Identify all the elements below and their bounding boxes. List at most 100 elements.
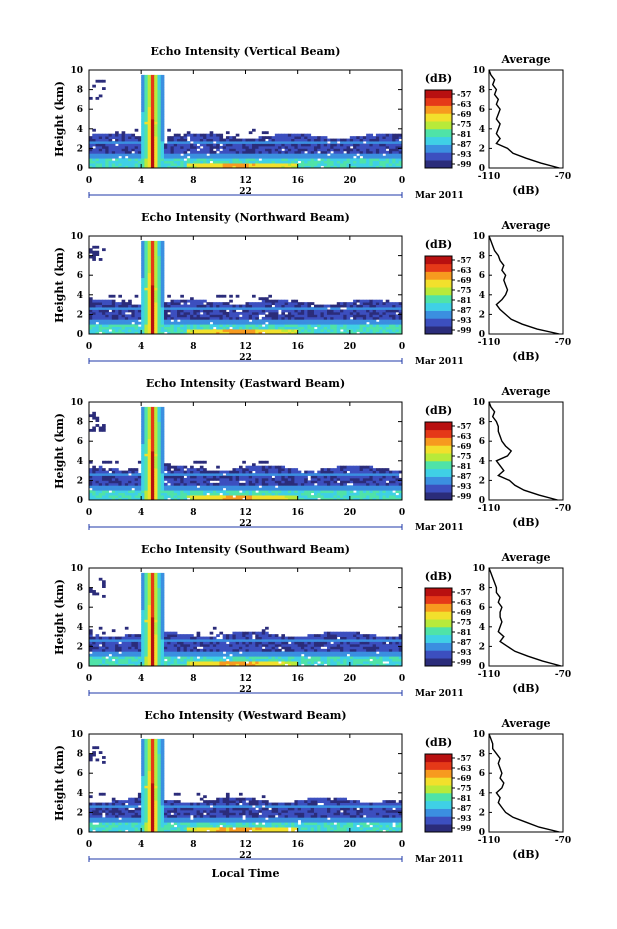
- heatmap-cell: [160, 448, 165, 452]
- heatmap-cell: [141, 299, 145, 303]
- heatmap-cell: [327, 473, 331, 476]
- heatmap-cell: [147, 572, 152, 576]
- heatmap-cell: [340, 470, 344, 474]
- heatmap-cell: [330, 497, 334, 501]
- heatmap-cell: [323, 153, 328, 157]
- heatmap-cell: [304, 143, 308, 147]
- heatmap-cell: [206, 326, 211, 330]
- heatmap-cell: [196, 321, 201, 325]
- heatmap-cell: [398, 141, 403, 144]
- heatmap-cell: [219, 482, 224, 486]
- heatmap-cell: [128, 656, 132, 660]
- heatmap-cell: [141, 446, 145, 449]
- heatmap-cell: [297, 148, 302, 152]
- heatmap-cell: [141, 497, 145, 501]
- heatmap-cell: [307, 138, 312, 142]
- heatmap-cell: [144, 575, 149, 579]
- heatmap-cell: [170, 304, 175, 308]
- heatmap-cell: [102, 648, 106, 652]
- heatmap-cell: [209, 138, 214, 142]
- heatmap-cell: [163, 473, 168, 476]
- heatmap-cell: [209, 309, 214, 313]
- heatmap-cell: [392, 495, 396, 498]
- heatmap-cell: [359, 145, 364, 149]
- heatmap-cell: [304, 490, 308, 494]
- heatmap-cell: [392, 331, 396, 335]
- heatmap-cell: [395, 490, 400, 494]
- heatmap-cell: [157, 663, 162, 667]
- heatmap-cell: [115, 487, 119, 491]
- heatmap-cell: [128, 316, 132, 320]
- heatmap-cell: [385, 150, 390, 154]
- heatmap-cell: [95, 158, 100, 162]
- heatmap-cell: [141, 475, 145, 479]
- heatmap-cell: [115, 136, 119, 139]
- heatmap-cell: [313, 497, 318, 501]
- heatmap-cell: [134, 468, 139, 471]
- heatmap-cell: [313, 319, 318, 323]
- heatmap-cell: [160, 84, 165, 88]
- heatmap-cell: [287, 321, 292, 325]
- x-tick-label: 16: [291, 508, 304, 518]
- heatmap-cell: [212, 319, 217, 323]
- heatmap-cell: [147, 663, 152, 667]
- heatmap-cell: [203, 492, 207, 496]
- heatmap-cell: [274, 495, 279, 498]
- heatmap-cell: [98, 141, 103, 144]
- heatmap-cell: [209, 304, 214, 308]
- heatmap-cell: [203, 160, 207, 164]
- heatmap-cell: [128, 485, 132, 489]
- heatmap-cell: [245, 326, 250, 330]
- heatmap-cell: [232, 470, 237, 474]
- heatmap-cell: [336, 165, 341, 169]
- heatmap-cell: [307, 163, 312, 166]
- heatmap-cell: [102, 651, 106, 655]
- heatmap-cell: [170, 465, 175, 469]
- heatmap-cell: [274, 331, 279, 335]
- heatmap-cell: [141, 626, 145, 630]
- heatmap-cell: [196, 477, 201, 481]
- heatmap-cell: [160, 155, 165, 159]
- heatmap-cell: [336, 475, 341, 479]
- heatmap-cell: [183, 136, 188, 139]
- heatmap-cell: [92, 160, 96, 164]
- heatmap-cell: [167, 165, 171, 169]
- heatmap-cell: [362, 485, 367, 489]
- heatmap-cell: [167, 158, 171, 162]
- heatmap-cell: [170, 307, 175, 310]
- heatmap-cell: [147, 255, 152, 259]
- y-tick-label: 8: [77, 86, 83, 96]
- heatmap-cell: [333, 331, 338, 335]
- heatmap-cell: [252, 321, 256, 325]
- heatmap-cell: [150, 626, 155, 630]
- heatmap-cell: [170, 480, 175, 484]
- heatmap-cell: [274, 299, 279, 303]
- heatmap-cell: [160, 428, 165, 432]
- heatmap-cell: [265, 482, 269, 486]
- heatmap-cell: [115, 643, 119, 647]
- heatmap-cell: [271, 145, 276, 149]
- heatmap-cell: [157, 302, 162, 305]
- colorbar-segment: [425, 429, 452, 438]
- heatmap-cell: [395, 321, 400, 325]
- heatmap-cell: [268, 160, 272, 164]
- heatmap-cell: [238, 497, 243, 501]
- heatmap-cell: [307, 302, 312, 305]
- heatmap-cell: [252, 304, 256, 308]
- heatmap-cell: [134, 314, 139, 318]
- heatmap-cell: [248, 165, 253, 169]
- heatmap-cell: [268, 141, 272, 144]
- heatmap-cell: [98, 316, 103, 320]
- heatmap-cell: [310, 326, 315, 330]
- heatmap-cell: [89, 255, 93, 259]
- heatmap-cell: [131, 490, 136, 494]
- heatmap-cell: [212, 153, 217, 157]
- heatmap-cell: [183, 148, 188, 152]
- heatmap-cell: [157, 128, 162, 132]
- heatmap-cell: [356, 324, 361, 328]
- heatmap-cell: [128, 143, 132, 147]
- heatmap-cell: [102, 158, 106, 162]
- heatmap-cell: [144, 294, 149, 298]
- heatmap-cell: [157, 292, 162, 296]
- heatmap-cell: [238, 485, 243, 489]
